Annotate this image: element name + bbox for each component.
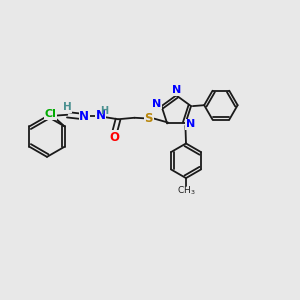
Text: N: N	[152, 99, 161, 109]
Text: S: S	[145, 112, 153, 124]
Text: O: O	[109, 131, 119, 144]
Text: CH$_3$: CH$_3$	[177, 184, 195, 197]
Text: H: H	[100, 106, 108, 116]
Text: N: N	[172, 85, 181, 95]
Text: H: H	[63, 102, 72, 112]
Text: Cl: Cl	[45, 110, 57, 119]
Text: N: N	[79, 110, 89, 123]
Text: N: N	[186, 119, 195, 129]
Text: N: N	[95, 109, 105, 122]
